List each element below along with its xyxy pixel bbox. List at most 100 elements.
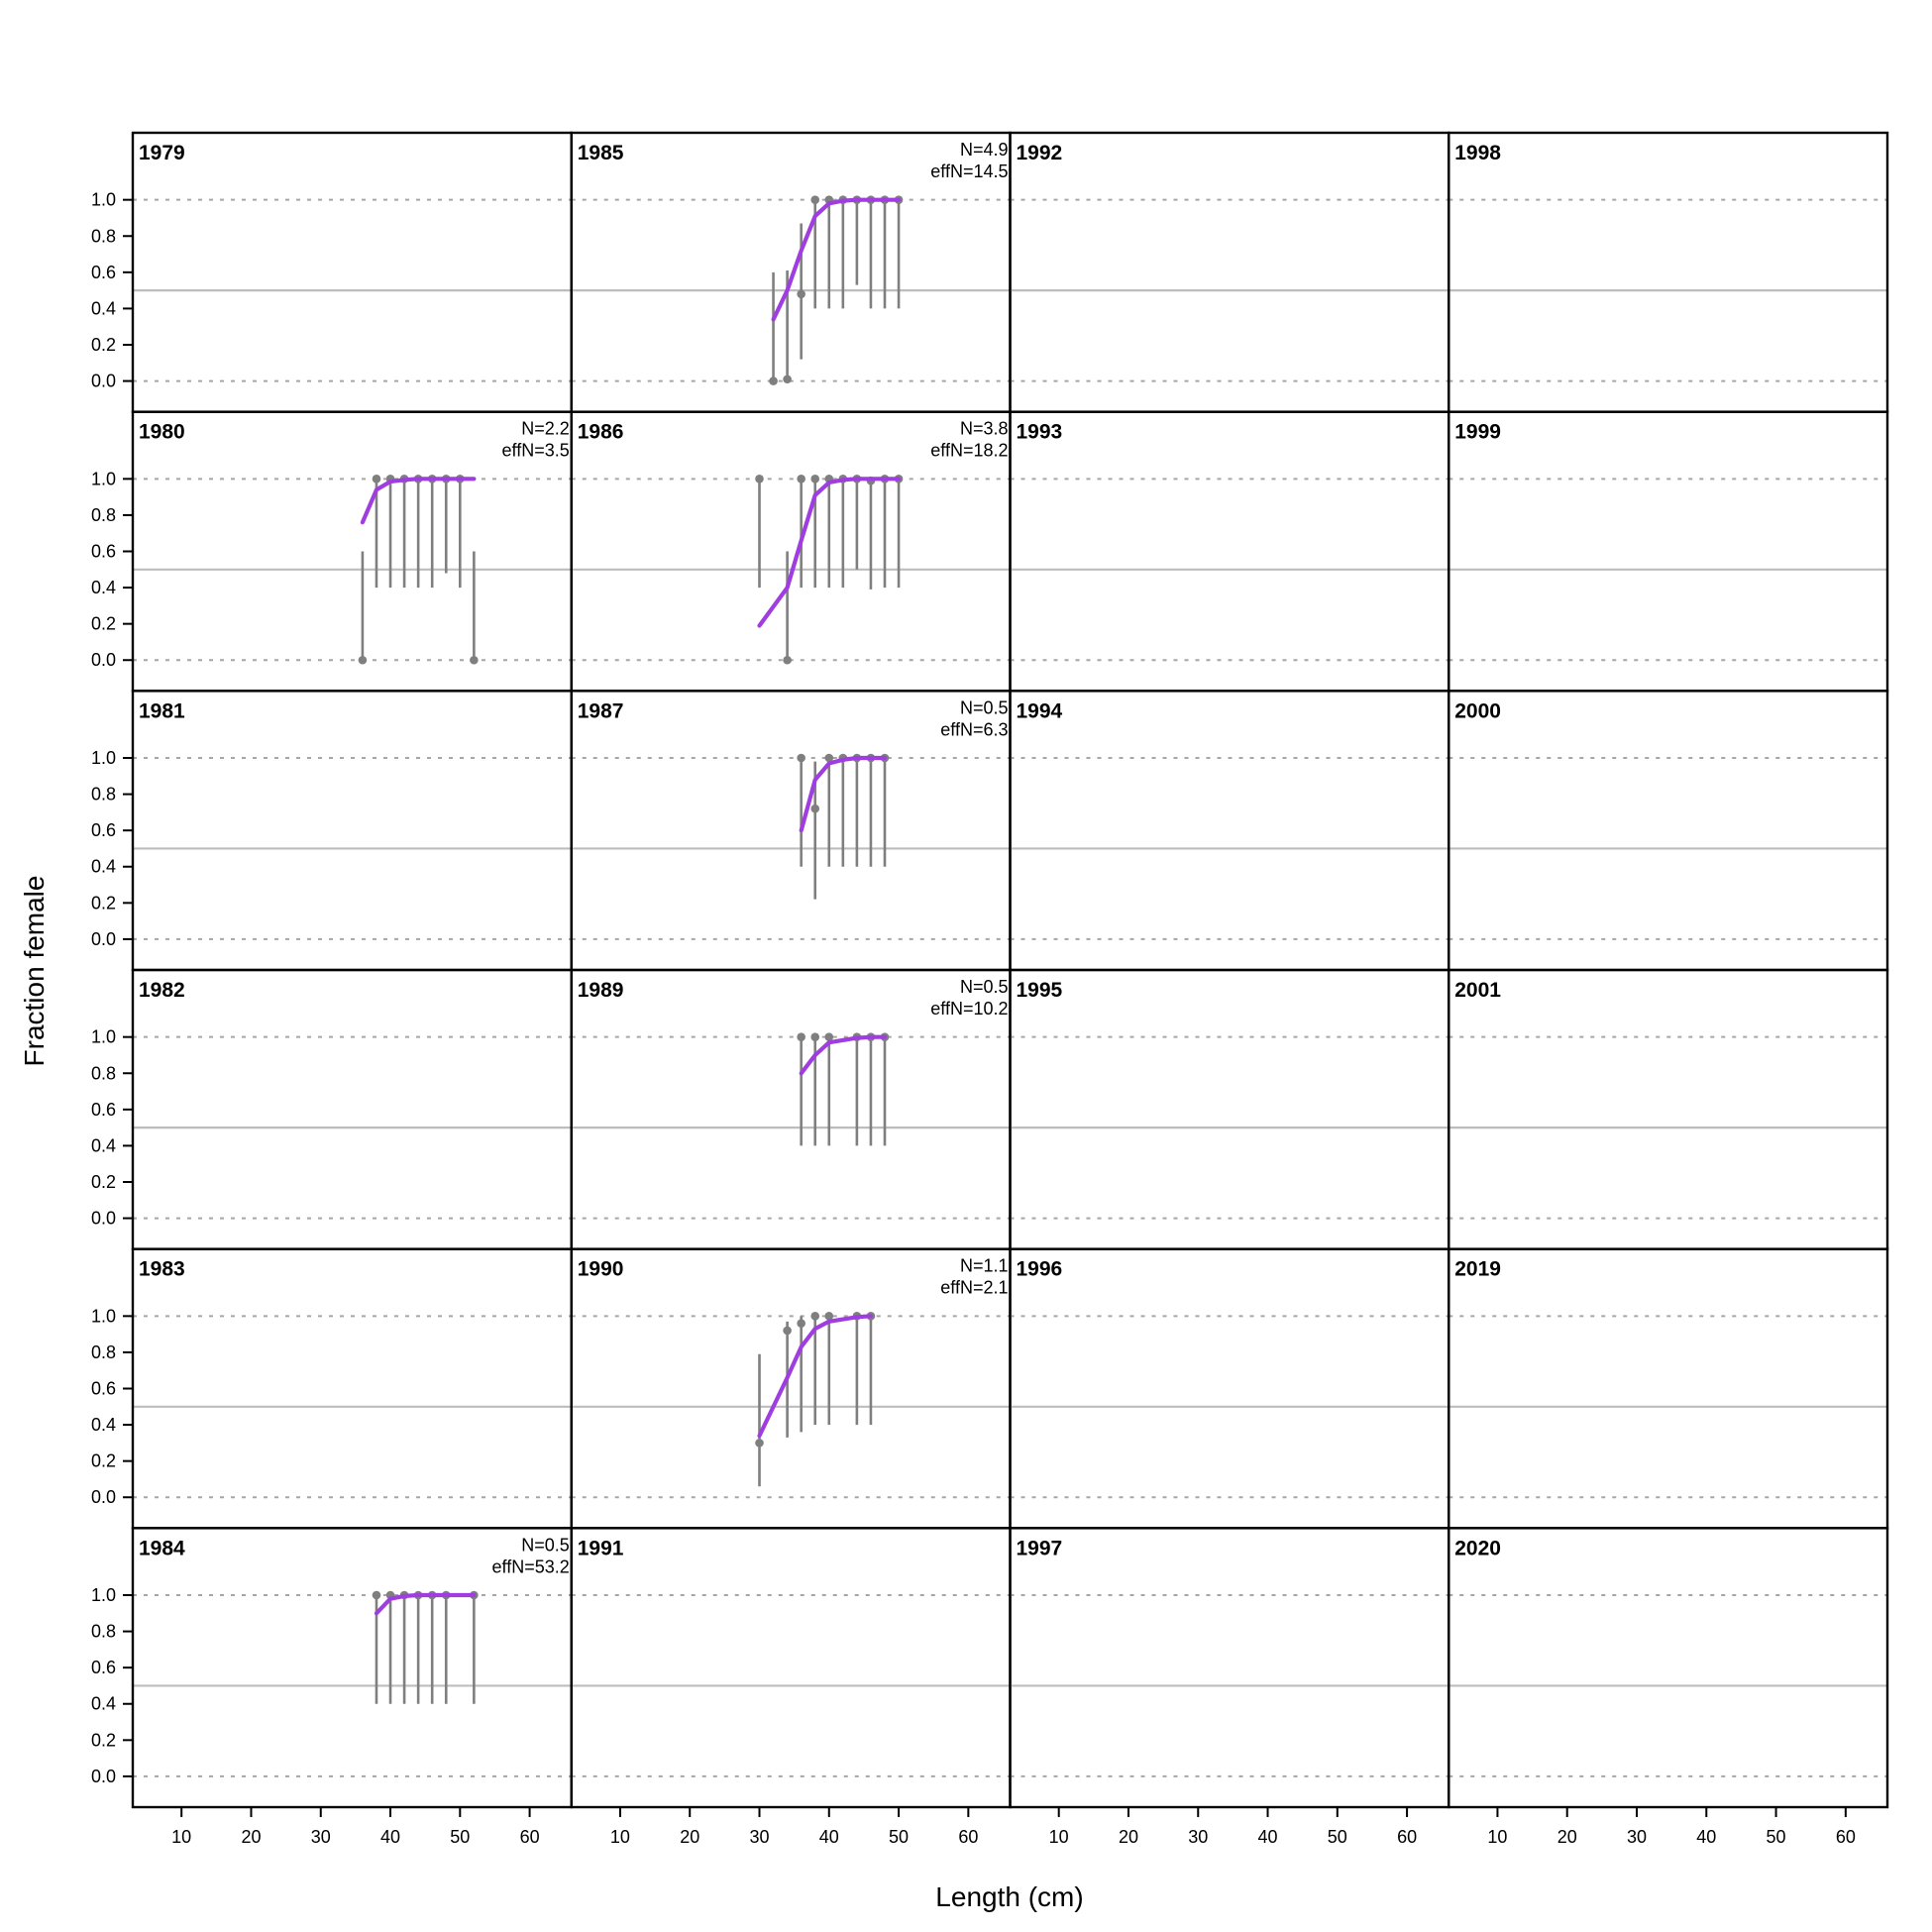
y-tick-label: 0.2 (91, 1730, 116, 1750)
expected-line (757, 1314, 874, 1439)
panel-year-label: 1981 (139, 699, 185, 722)
panel-frame (1448, 1527, 1889, 1809)
observed-point (824, 753, 834, 763)
y-tick-label: 0.4 (91, 578, 116, 597)
y-tick-label: 0.4 (91, 1694, 116, 1714)
x-tick-label: 60 (1836, 1827, 1856, 1847)
observed-point (769, 376, 778, 385)
panel-year-label: 1980 (139, 421, 185, 444)
x-tick-label: 10 (1487, 1827, 1507, 1847)
panel-frame (131, 690, 573, 972)
n-label: N=0.5 (960, 977, 1009, 997)
panel-year-label: 1999 (1454, 421, 1501, 444)
y-tick-label: 0.8 (91, 1622, 116, 1642)
y-tick-label: 0.8 (91, 785, 116, 805)
panel-1982: 1982 (131, 968, 573, 1250)
x-tick-label: 30 (311, 1827, 331, 1847)
y-axis-label: Fraction female (19, 876, 50, 1067)
panel-year-label: 1998 (1454, 142, 1501, 164)
y-tick-label: 0.8 (91, 1063, 116, 1083)
observed-point (372, 1590, 381, 1600)
effn-label: effN=2.1 (940, 1278, 1008, 1298)
panel-frame (1009, 410, 1450, 693)
panel-1993: 1993 (1009, 410, 1450, 693)
panel-1987: 1987 N=0.5 effN=6.3 (570, 690, 1012, 972)
x-axis-label: Length (cm) (935, 1881, 1083, 1912)
y-tick-label: 0.4 (91, 1415, 116, 1435)
effn-label: effN=10.2 (930, 999, 1008, 1019)
x-tick-label: 20 (1557, 1827, 1577, 1847)
panel-year-label: 1993 (1017, 421, 1063, 444)
panel-year-label: 1997 (1017, 1537, 1063, 1559)
panel-year-label: 1979 (139, 142, 185, 164)
panel-year-label: 2020 (1454, 1537, 1501, 1559)
effn-label: effN=6.3 (940, 719, 1008, 739)
panel-frame (1009, 131, 1450, 413)
panel-year-label: 1992 (1017, 142, 1063, 164)
expected-line (360, 477, 477, 525)
panel-frame (1009, 690, 1450, 972)
y-tick-label: 1.0 (91, 1027, 116, 1047)
x-tick-label: 60 (520, 1827, 540, 1847)
observed-point (797, 1319, 805, 1328)
panel-year-label: 1990 (578, 1258, 624, 1281)
panel-year-label: 1994 (1017, 699, 1063, 722)
y-tick-label: 0.0 (91, 1487, 116, 1507)
panel-frame (1448, 410, 1889, 693)
panel-1996: 1996 (1009, 1247, 1450, 1530)
observed-point (824, 1032, 834, 1041)
y-tick-label: 0.2 (91, 614, 116, 634)
observed-point (783, 655, 792, 665)
y-tick-label: 0.2 (91, 893, 116, 912)
y-tick-label: 0.6 (91, 1100, 116, 1120)
n-label: N=2.2 (521, 419, 570, 439)
expected-line (374, 1592, 477, 1616)
panel-1998: 1998 (1448, 131, 1889, 413)
observed-point (810, 804, 820, 813)
x-tick-label: 30 (1188, 1827, 1208, 1847)
panel-frame (131, 131, 573, 413)
y-tick-label: 0.0 (91, 1767, 116, 1786)
x-tick-label: 10 (610, 1827, 630, 1847)
y-tick-label: 1.0 (91, 748, 116, 768)
y-tick-label: 0.2 (91, 1172, 116, 1192)
panel-2019: 2019 (1448, 1247, 1889, 1530)
observed-point (470, 655, 479, 665)
y-tick-label: 0.6 (91, 1658, 116, 1677)
expected-line (771, 197, 902, 322)
x-tick-label: 20 (1119, 1827, 1138, 1847)
n-label: N=0.5 (960, 698, 1009, 717)
observed-point (372, 475, 381, 483)
effn-label: effN=3.5 (502, 441, 570, 461)
y-tick-label: 0.8 (91, 226, 116, 246)
y-tick-label: 0.0 (91, 372, 116, 391)
y-tick-label: 0.6 (91, 542, 116, 562)
x-tick-label: 50 (1767, 1827, 1786, 1847)
observed-point (755, 1439, 764, 1448)
panel-year-label: 2001 (1454, 979, 1501, 1002)
panel-frame (1448, 131, 1889, 413)
panel-2000: 2000 (1448, 690, 1889, 972)
x-axis: 10 20 30 40 50 60 10 20 30 40 50 60 10 20 30 40 50 60 10 20… (171, 1807, 1856, 1847)
y-tick-label: 0.0 (91, 1209, 116, 1229)
x-tick-label: 10 (171, 1827, 191, 1847)
observed-point (810, 195, 820, 204)
y-axis: 0.0 0.2 0.4 0.6 0.8 1.0 0.0 0.2 0.4 0.6 0.8 1.0 0.0 0… (91, 190, 133, 1786)
y-tick-label: 0.2 (91, 335, 116, 355)
y-tick-label: 0.6 (91, 1379, 116, 1399)
n-label: N=1.1 (960, 1256, 1009, 1276)
panel-frame (1009, 1527, 1450, 1809)
panel-frame (131, 1247, 573, 1530)
observed-point (783, 375, 792, 384)
x-tick-label: 10 (1049, 1827, 1069, 1847)
observed-point (755, 475, 764, 483)
panel-year-label: 1986 (578, 421, 624, 444)
y-tick-label: 1.0 (91, 1306, 116, 1326)
x-tick-label: 50 (1328, 1827, 1347, 1847)
x-tick-label: 40 (380, 1827, 400, 1847)
